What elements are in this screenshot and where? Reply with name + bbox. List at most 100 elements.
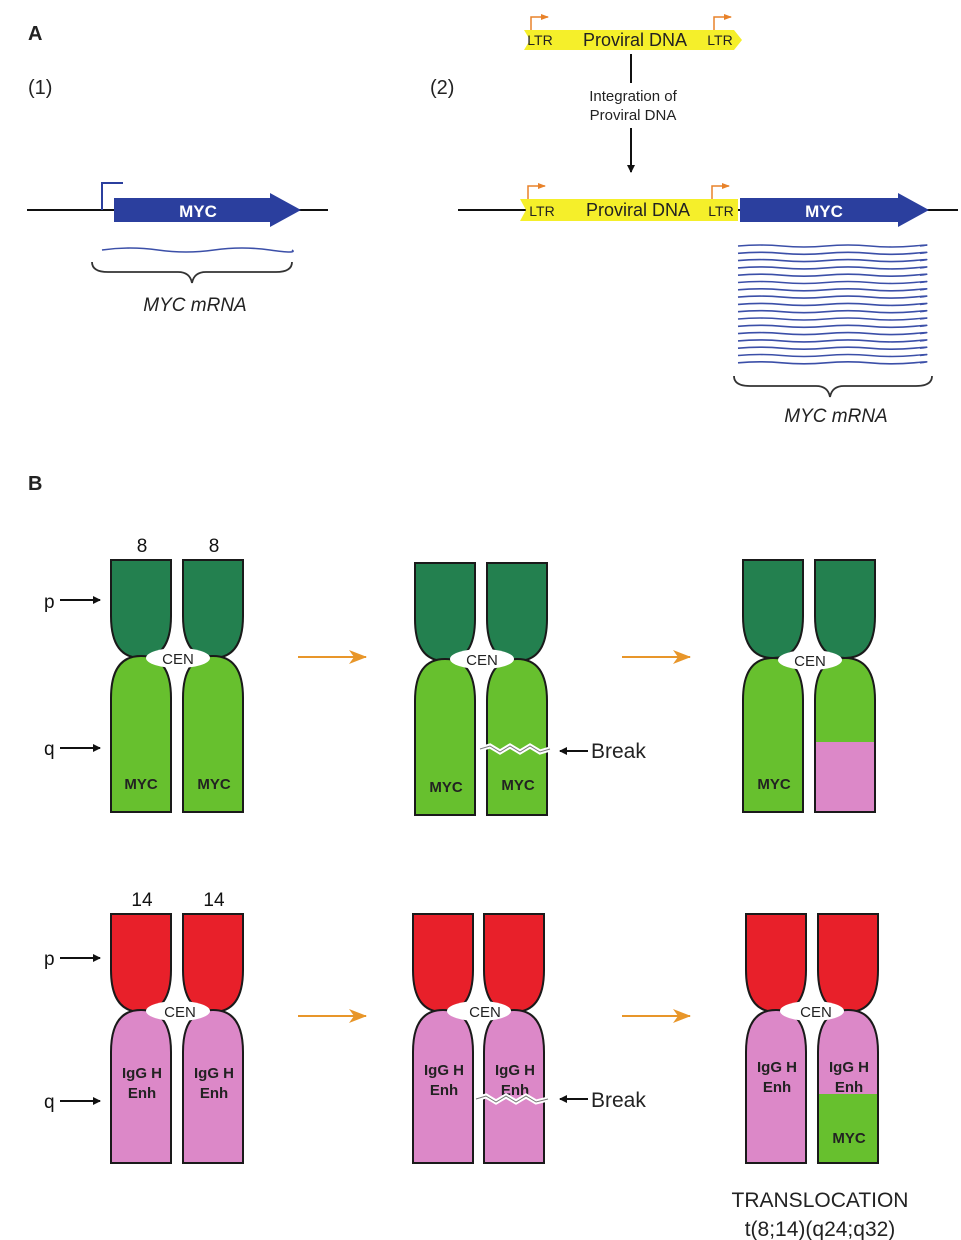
mrna-wave [737, 353, 928, 358]
mrna-wave [737, 251, 928, 256]
chromosome-8-p-arm [814, 559, 876, 660]
mrna-brace-2 [733, 375, 933, 398]
chromosome-14-p-arm [412, 913, 474, 1014]
mrna-wave [737, 324, 928, 329]
panel-a: A (1) MYC MYC mRNA (2) LTR Proviral DNA … [27, 14, 958, 427]
myc-gene-on-chr14: MYC [832, 1130, 866, 1147]
mrna-wave [737, 273, 928, 277]
mrna-wave [737, 317, 928, 321]
promoter-arrow-icon [101, 182, 123, 210]
panel-b-letter: B [28, 473, 42, 495]
subpanel-1-label: (1) [28, 77, 52, 99]
myc-gene-on-chr8: MYC [197, 776, 231, 793]
chromosome-14-p-arm [745, 913, 807, 1014]
chromosome-14-p-arm [817, 913, 879, 1014]
centromere [146, 1001, 210, 1021]
mrna-wave [737, 288, 928, 292]
chromosome-14-q-arm [745, 1008, 807, 1164]
igg-enhancer-label-line2: Enh [430, 1082, 458, 1099]
proviral-label-top: Proviral DNA [583, 30, 687, 50]
p-arm-label: p [44, 592, 55, 613]
break-label: Break [591, 740, 646, 763]
chromosome-8-row: 8 8 p q CEN MYC MYC CEN MYC [44, 536, 876, 816]
igg-enhancer-label-line2: Enh [835, 1079, 863, 1096]
chr8-number-label: 8 [209, 536, 220, 557]
ltr-promoter-icon [530, 14, 549, 30]
igg-enhancer-label-line1: IgG H [495, 1062, 535, 1079]
translocation-title: TRANSLOCATION [732, 1189, 909, 1212]
chromosome-8-p-arm [414, 562, 476, 663]
igg-enhancer-label-line1: IgG H [194, 1065, 234, 1082]
chromosome-8-p-arm [486, 562, 548, 663]
igg-enhancer-label-line1: IgG H [424, 1062, 464, 1079]
chromosome-8-q-arm [110, 654, 172, 813]
cen-label: CEN [466, 652, 498, 669]
myc-gene-label: MYC [179, 202, 217, 221]
centromere [778, 650, 842, 670]
chromosome-8-p-arm [742, 559, 804, 660]
p-arm-label: p [44, 949, 55, 970]
mrna-wave [737, 339, 928, 343]
igg-enhancer-label-line1: IgG H [122, 1065, 162, 1082]
mrna-wave [737, 346, 928, 350]
mrna-wave-stack [737, 244, 928, 365]
igg-enhancer-label-line2: Enh [763, 1079, 791, 1096]
igg-enhancer-label-line1: IgG H [829, 1059, 869, 1076]
ltr-promoter-icon [527, 183, 546, 199]
ltr-promoter-icon [711, 183, 730, 199]
chromosome-8-p-arm [182, 559, 244, 660]
chromosome-14-p-arm [483, 913, 545, 1014]
ltr-label-top-right: LTR [707, 32, 732, 48]
myc-gene-on-chr8: MYC [501, 777, 535, 794]
myc-gene-on-chr8: MYC [124, 776, 158, 793]
igg-enhancer-label-line2: Enh [128, 1085, 156, 1102]
break-point-outline [475, 1095, 549, 1103]
q-arm-label: q [44, 739, 55, 760]
proviral-insertion: (2) LTR Proviral DNA LTR Integration of … [430, 14, 958, 427]
mrna-wave [737, 361, 928, 365]
cen-label: CEN [800, 1004, 832, 1021]
chromosome-14-q-arm [483, 1008, 545, 1164]
ltr-label-integrated-left: LTR [529, 203, 554, 219]
myc-gene-on-chr8: MYC [757, 776, 791, 793]
myc-gene-arrow [114, 193, 301, 227]
centromere [447, 1001, 511, 1021]
mrna-wave [737, 302, 928, 307]
chromosome-14-q-arm [412, 1008, 474, 1164]
chromosome-8-p-arm [110, 559, 172, 660]
translocated-chr14-segment [816, 742, 874, 811]
chromosome-14-row: 14 14 p q CEN IgG H Enh IgG H Enh CEN [44, 890, 879, 1164]
integration-label-line1: Integration of [589, 88, 677, 105]
mrna-wave [737, 244, 928, 248]
mrna-wave [737, 266, 928, 270]
chromosome-14-q-arm [182, 1008, 244, 1164]
mrna-wave [737, 258, 928, 263]
cen-label: CEN [162, 651, 194, 668]
centromere [450, 649, 514, 669]
chromosome-8-q-arm [414, 657, 476, 816]
cen-label: CEN [469, 1004, 501, 1021]
proviral-dna-integrated [520, 199, 738, 221]
myc-gene-label-2: MYC [805, 202, 843, 221]
chromosome-14-p-arm [110, 913, 172, 1014]
ltr-promoter-icon [713, 14, 732, 30]
mrna-brace [91, 261, 293, 284]
chr14-number-label: 14 [203, 890, 225, 911]
cen-label: CEN [164, 1004, 196, 1021]
myc-gene-on-chr8: MYC [429, 779, 463, 796]
chr8-number-label: 8 [137, 536, 148, 557]
chr14-number-label: 14 [131, 890, 153, 911]
ltr-label-top-left: LTR [527, 32, 552, 48]
mrna-wave [737, 331, 928, 336]
break-label: Break [591, 1089, 646, 1112]
normal-myc-locus: (1) MYC MYC mRNA [27, 77, 328, 316]
translocation-notation: t(8;14)(q24;q32) [745, 1218, 896, 1240]
igg-enhancer-label-line2: Enh [200, 1085, 228, 1102]
chromosome-14-q-arm [110, 1008, 172, 1164]
proviral-label-integrated: Proviral DNA [586, 200, 690, 220]
integration-label-line2: Proviral DNA [590, 107, 677, 124]
chromosome-8-q-arm [182, 654, 244, 813]
mrna-label-2: MYC mRNA [784, 406, 887, 427]
cen-label: CEN [794, 653, 826, 670]
mrna-wave [737, 280, 928, 285]
